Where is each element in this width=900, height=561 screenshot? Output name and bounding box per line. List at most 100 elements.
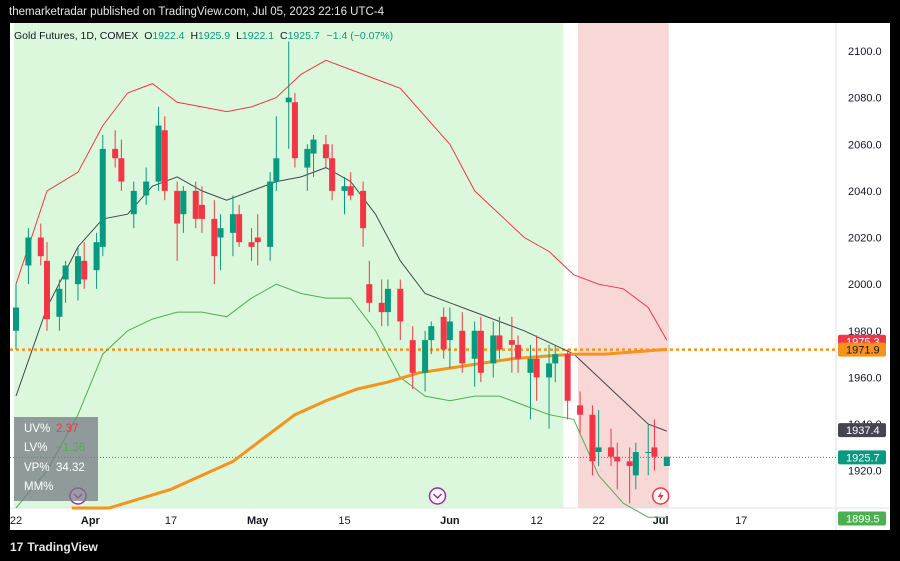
high-label: H bbox=[190, 30, 199, 42]
indicator-row-uv: UV% 2.37 bbox=[24, 423, 78, 435]
candle-body bbox=[118, 158, 125, 182]
price-tick-label: 2080.0 bbox=[848, 93, 882, 105]
symbol-name: Gold Futures, 1D, COMEX bbox=[14, 30, 139, 42]
candle-body bbox=[273, 158, 280, 182]
candle-body bbox=[62, 265, 69, 280]
price-tick-label: 2100.0 bbox=[848, 46, 882, 58]
symbol-legend: Gold Futures, 1D, COMEX O1922.4 H1925.9 … bbox=[14, 30, 393, 42]
indicator-label: MM% bbox=[24, 481, 54, 493]
price-tick-label: 1920.0 bbox=[848, 466, 882, 478]
candle-body bbox=[56, 288, 63, 317]
candle-body bbox=[490, 335, 497, 364]
series-line bbox=[15, 283, 667, 518]
candle bbox=[645, 424, 652, 476]
candle bbox=[211, 200, 218, 285]
candle bbox=[397, 279, 404, 341]
candle bbox=[595, 410, 602, 467]
candle-body bbox=[595, 447, 602, 453]
open-value: 1922.4 bbox=[152, 30, 185, 42]
candle bbox=[161, 116, 168, 201]
candle bbox=[13, 284, 19, 350]
candle bbox=[651, 419, 658, 471]
candle bbox=[508, 316, 515, 373]
price-tag bbox=[838, 342, 886, 357]
candle bbox=[118, 139, 125, 191]
candle-body bbox=[564, 354, 571, 401]
candle-body bbox=[161, 130, 168, 191]
candle-body bbox=[43, 260, 50, 320]
candle-body bbox=[143, 181, 150, 196]
candle-body bbox=[428, 326, 435, 341]
time-tick-label: 17 bbox=[165, 515, 177, 527]
candle bbox=[37, 223, 44, 266]
candle bbox=[632, 442, 639, 490]
candle-body bbox=[496, 335, 503, 350]
candle-body bbox=[13, 307, 19, 331]
time-tick-label: 22 bbox=[593, 515, 605, 527]
close-value: 1925.7 bbox=[287, 30, 320, 42]
candle bbox=[552, 344, 559, 383]
price-tag bbox=[838, 450, 886, 465]
candle-body bbox=[552, 354, 559, 364]
candle bbox=[236, 204, 243, 247]
candle-body bbox=[329, 158, 336, 191]
time-tick-label: Jun bbox=[440, 515, 460, 527]
candle bbox=[99, 134, 106, 257]
candle bbox=[198, 186, 205, 233]
candle bbox=[304, 144, 311, 191]
indicator-label: LV% bbox=[24, 442, 48, 454]
candle bbox=[428, 321, 435, 355]
low-label: L bbox=[236, 30, 242, 42]
candle-body bbox=[546, 363, 553, 378]
candle-body bbox=[322, 144, 329, 159]
candle-body bbox=[25, 237, 32, 266]
candle-body bbox=[291, 102, 298, 159]
candle bbox=[43, 242, 50, 331]
candle-body bbox=[236, 214, 243, 243]
published-caption: themarketradar published on TradingView.… bbox=[9, 6, 385, 18]
candle-body bbox=[663, 456, 670, 467]
candle-body bbox=[180, 190, 187, 215]
candle-body bbox=[440, 316, 447, 350]
indicator-label: UV% bbox=[24, 423, 51, 435]
candle bbox=[285, 41, 292, 149]
candle-body bbox=[192, 190, 199, 219]
time-tick-label: 12 bbox=[531, 515, 543, 527]
candle-body bbox=[99, 148, 106, 247]
candle bbox=[174, 181, 181, 261]
candle-body bbox=[614, 456, 621, 462]
time-tick-label: 22 bbox=[10, 515, 22, 527]
candle bbox=[248, 228, 255, 261]
candle-body bbox=[515, 344, 522, 359]
candle-body bbox=[211, 218, 218, 257]
candle-body bbox=[459, 330, 466, 364]
candle bbox=[310, 134, 317, 177]
candle bbox=[515, 335, 522, 373]
candle-body bbox=[198, 204, 205, 219]
indicator-value: 2.37 bbox=[56, 423, 79, 435]
candle bbox=[626, 447, 633, 504]
candle-body bbox=[422, 340, 429, 373]
time-tick-label: May bbox=[247, 515, 269, 527]
price-tag-label: 1899.5 bbox=[846, 513, 880, 525]
indicator-label: VP% bbox=[24, 462, 50, 474]
candle bbox=[533, 335, 540, 401]
candle-body bbox=[477, 330, 484, 373]
candle bbox=[347, 172, 354, 201]
candle-body bbox=[626, 461, 633, 467]
candle bbox=[25, 228, 32, 285]
price-tick-label: 2020.0 bbox=[848, 233, 882, 245]
candle bbox=[608, 428, 615, 467]
candle-body bbox=[74, 256, 81, 285]
candle bbox=[360, 181, 367, 247]
lightning-glyph bbox=[657, 491, 664, 501]
candle-body bbox=[310, 139, 317, 154]
brand-name: TradingView bbox=[27, 540, 98, 554]
candle bbox=[192, 181, 199, 229]
tradingview-brand[interactable]: 17 TradingView bbox=[10, 540, 98, 554]
candle-body bbox=[608, 447, 615, 457]
tradingview-logo-icon: 17 bbox=[10, 540, 24, 554]
candle bbox=[143, 167, 150, 205]
